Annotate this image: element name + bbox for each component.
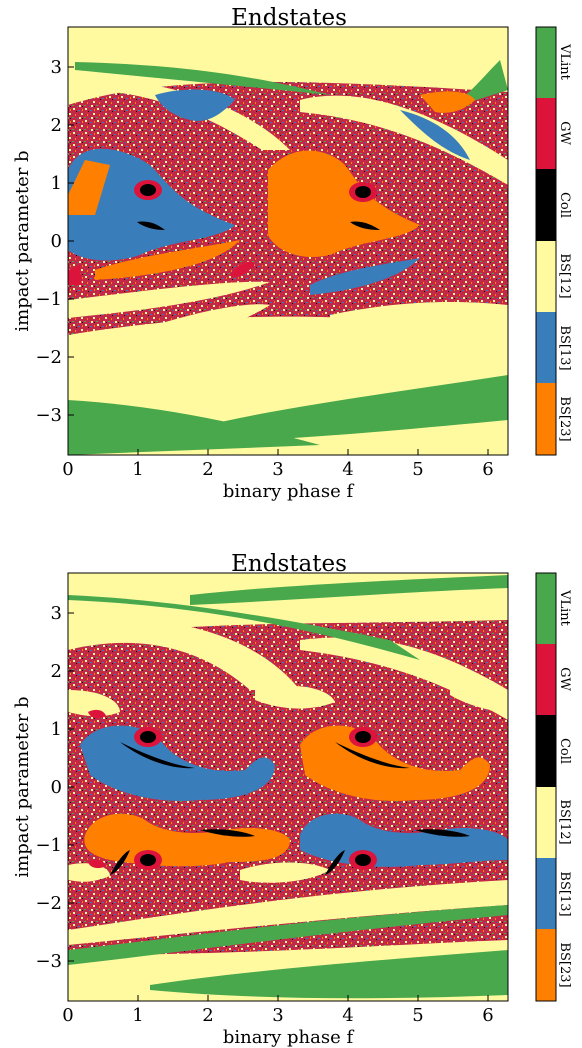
x-tick-label: 4: [342, 459, 353, 480]
colorbar-label: BS[12]: [557, 799, 572, 844]
colorbar-label: Coll: [557, 192, 572, 218]
y-axis-label: impact parameter b: [12, 696, 33, 877]
y-tick-label: 2: [51, 115, 62, 136]
colorbar-label: BS[23]: [557, 942, 572, 987]
x-tick-label: 2: [202, 459, 213, 480]
colorbar-swatch-gw: [536, 644, 556, 715]
y-tick-label: −1: [35, 289, 62, 310]
y-ticks: [68, 66, 74, 416]
y-axis-label: impact parameter b: [12, 150, 33, 331]
colorbar-swatch-vlint: [536, 27, 556, 98]
colorbar: VLint GW Coll BS[12] BS[13] BS[23]: [535, 572, 572, 1002]
colorbar-swatch-bs13: [536, 312, 556, 383]
x-axis-label: binary phase f: [223, 481, 355, 502]
panel-bottom: Endstates: [12, 551, 572, 1048]
x-tick-label: 6: [482, 459, 493, 480]
x-tick-label: 2: [202, 1005, 213, 1026]
y-tick-label: 0: [51, 231, 62, 252]
x-tick-label: 0: [62, 1005, 73, 1026]
y-tick-label: 3: [51, 57, 62, 78]
colorbar-swatch-bs13: [536, 858, 556, 929]
colorbar-label: VLint: [557, 589, 572, 627]
x-tick-label: 1: [132, 1005, 143, 1026]
heatmap-image: [68, 573, 508, 1001]
colorbar-swatch-gw: [536, 98, 556, 169]
colorbar-swatch-bs12: [536, 241, 556, 312]
colorbar-label: BS[13]: [557, 325, 572, 370]
heatmap-image: [68, 27, 508, 455]
x-tick-label: 3: [272, 1005, 283, 1026]
y-ticks: [68, 612, 74, 962]
x-tick-label: 3: [272, 459, 283, 480]
colorbar-swatch-bs12: [536, 787, 556, 858]
colorbar: VLint GW Coll BS[12] BS[13] BS[23]: [535, 26, 572, 456]
colorbar-label: GW: [557, 121, 572, 145]
y-tick-label: 1: [51, 173, 62, 194]
x-axis-label: binary phase f: [223, 1027, 355, 1048]
colorbar-swatch-bs23: [536, 929, 556, 1001]
colorbar-swatch-coll: [536, 169, 556, 241]
colorbar-swatch-vlint: [536, 573, 556, 644]
y-tick-label: −3: [35, 405, 62, 426]
y-tick-label: −2: [35, 347, 62, 368]
y-tick-label: −3: [35, 951, 62, 972]
x-tick-label: 4: [342, 1005, 353, 1026]
x-ticks: [67, 995, 489, 1001]
x-tick-label: 1: [132, 459, 143, 480]
y-tick-label: 3: [51, 603, 62, 624]
x-tick-label: 0: [62, 459, 73, 480]
y-tick-label: −2: [35, 893, 62, 914]
colorbar-label: BS[12]: [557, 253, 572, 298]
panel-top: Endstates: [12, 5, 572, 502]
colorbar-label: BS[13]: [557, 871, 572, 916]
y-tick-label: 0: [51, 777, 62, 798]
colorbar-label: Coll: [557, 738, 572, 764]
colorbar-label: VLint: [557, 43, 572, 81]
colorbar-label: BS[23]: [557, 396, 572, 441]
y-tick-label: 1: [51, 719, 62, 740]
x-tick-label: 6: [482, 1005, 493, 1026]
y-tick-label: −1: [35, 835, 62, 856]
x-tick-label: 5: [412, 459, 423, 480]
colorbar-swatch-coll: [536, 715, 556, 787]
x-ticks: [67, 449, 489, 455]
colorbar-swatch-bs23: [536, 383, 556, 455]
x-tick-label: 5: [412, 1005, 423, 1026]
y-tick-label: 2: [51, 661, 62, 682]
colorbar-label: GW: [557, 667, 572, 691]
